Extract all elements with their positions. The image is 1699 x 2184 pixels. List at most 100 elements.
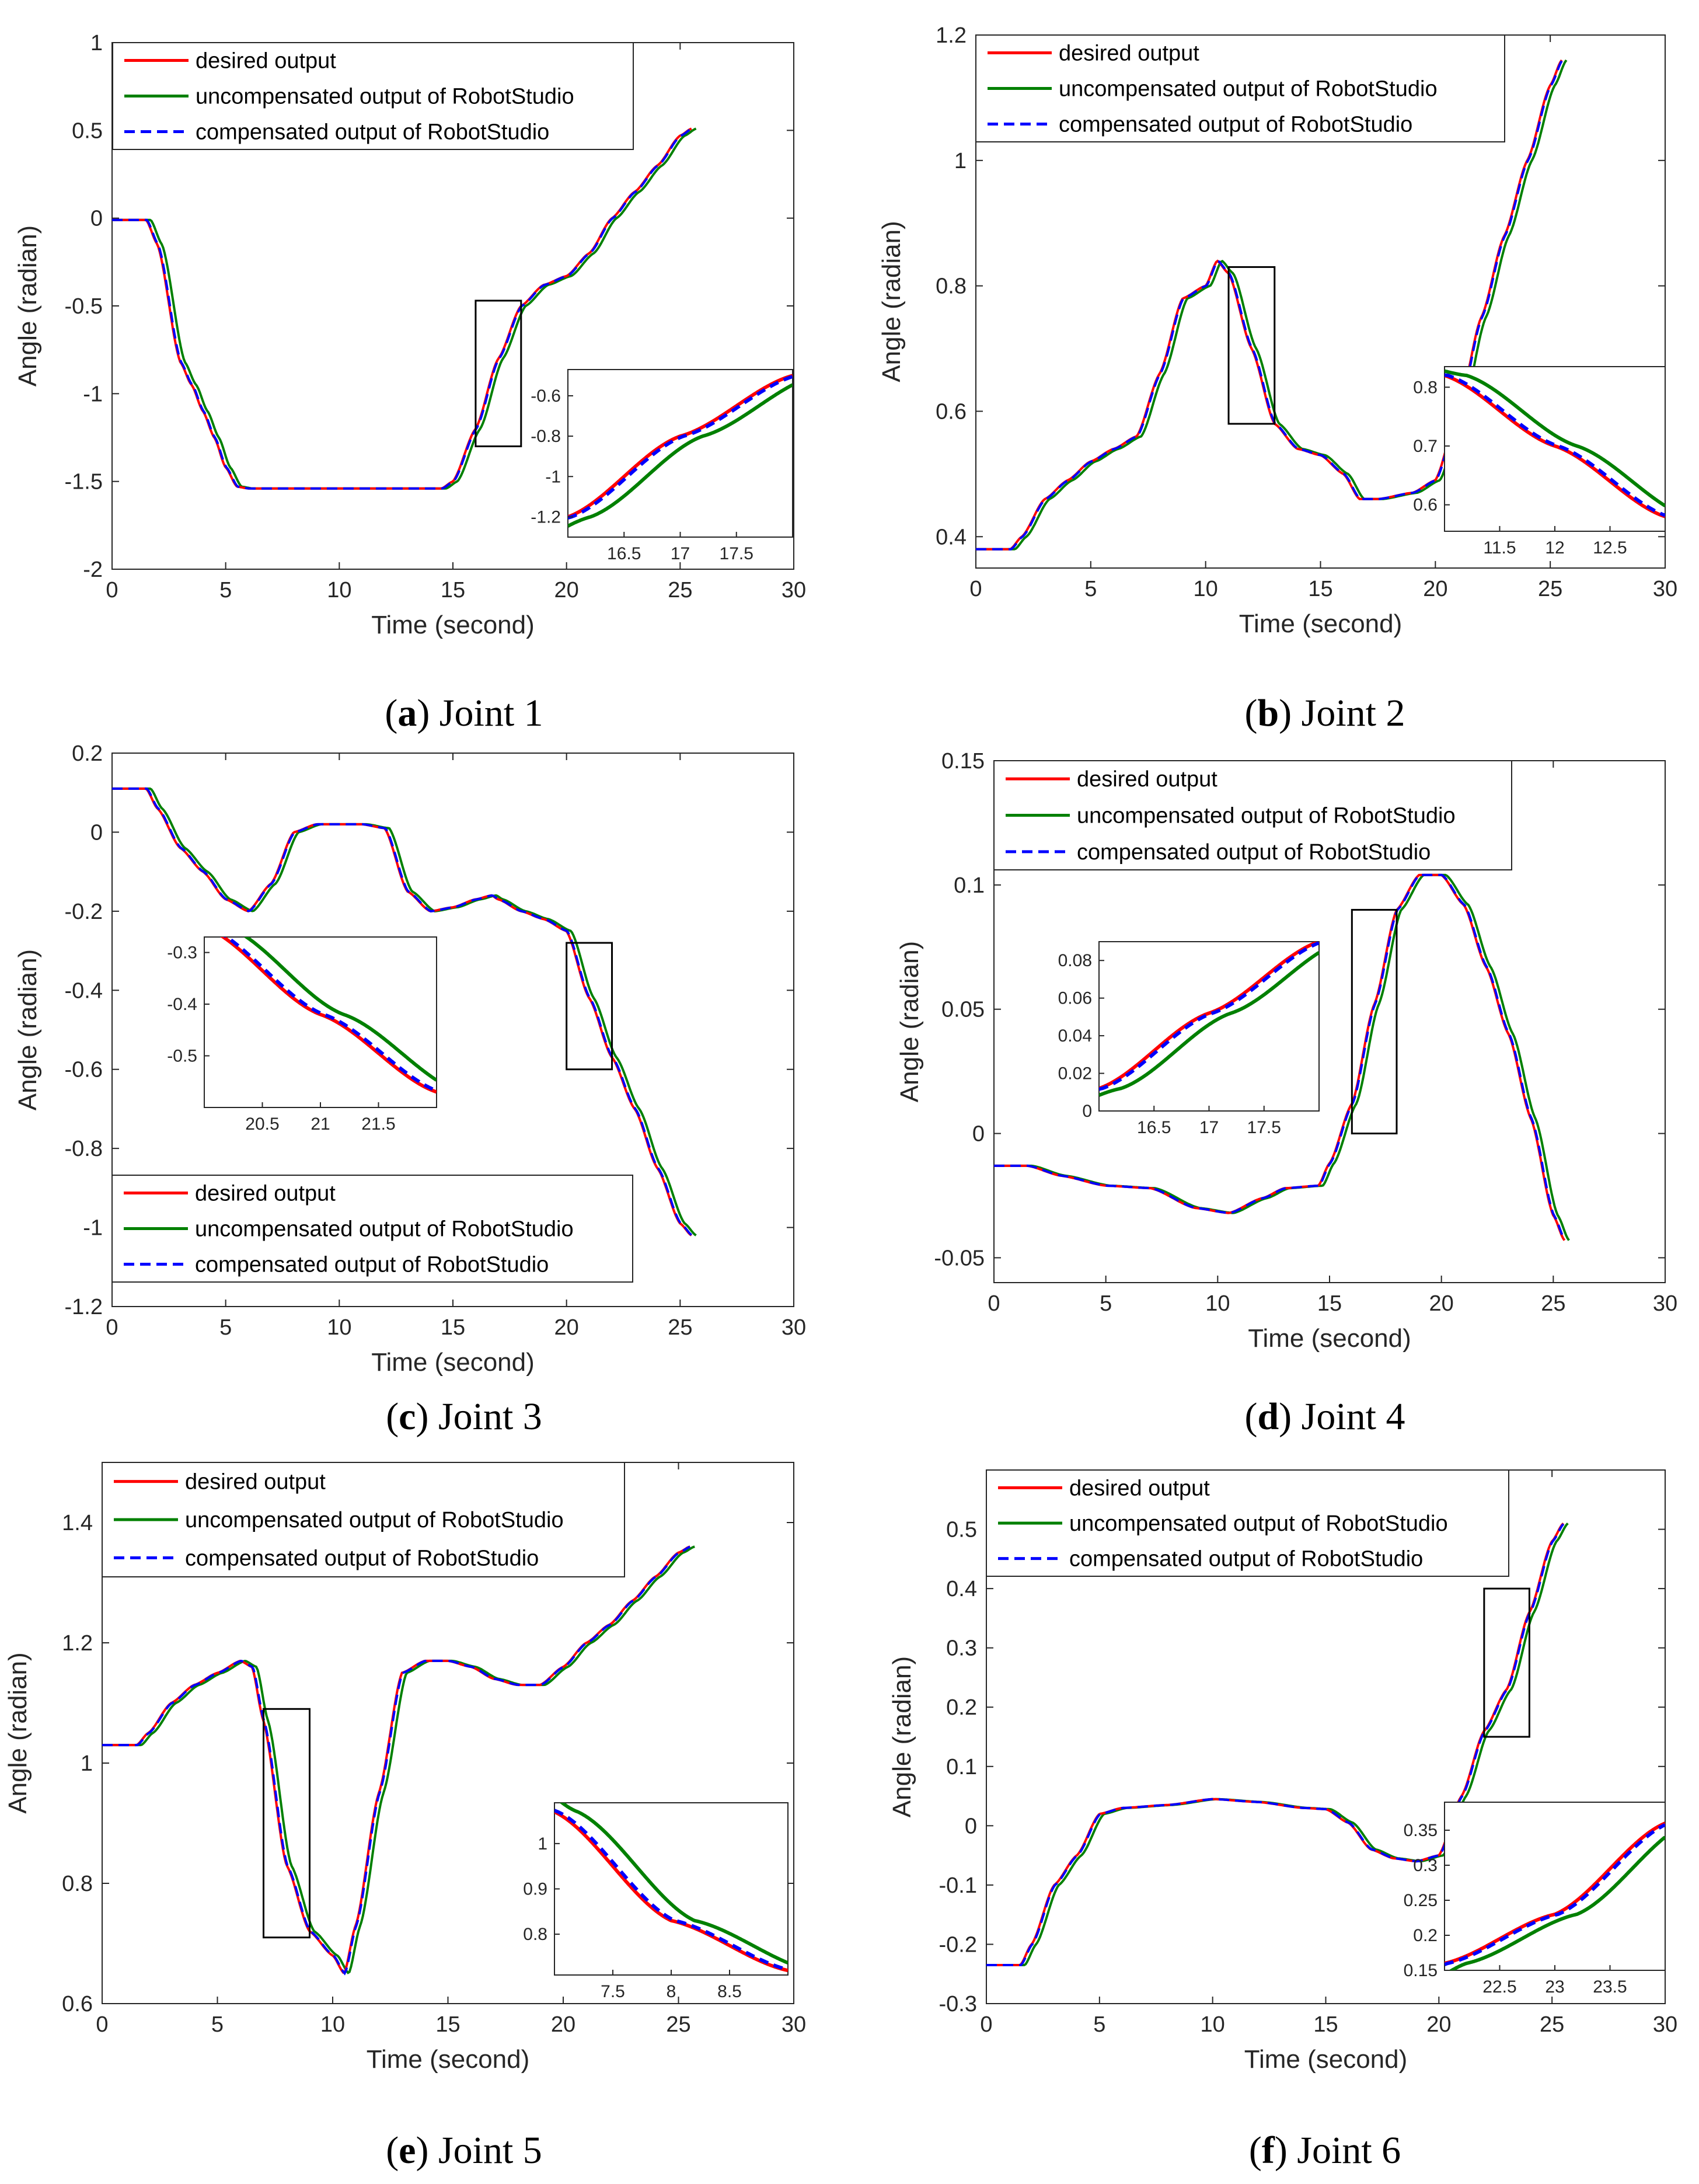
x-tick-label: 30 (782, 578, 806, 602)
inset-y-tick-label: 0.25 (1404, 1891, 1438, 1910)
inset-x-tick-label: 17 (1199, 1118, 1219, 1137)
inset-plot: 7.5 8 8.5 0.8 0.9 1 (523, 1802, 789, 2001)
inset-series-group (1445, 369, 1665, 518)
inset-x-tick-label: 17.5 (1247, 1118, 1281, 1137)
y-tick-label: 0.4 (936, 525, 967, 549)
series-group (112, 127, 697, 490)
inset-y-tick-label: -1.2 (531, 507, 561, 527)
legend-label-uncompensated: uncompensated output of RobotStudio (1059, 77, 1438, 102)
x-tick-label: 20 (1423, 577, 1447, 601)
y-tick-label: 1.2 (936, 23, 967, 48)
x-axis-label: Time (second) (371, 611, 535, 639)
inset-y-tick-label: 0.2 (1413, 1926, 1438, 1945)
caption-paren-close: ) (417, 692, 439, 734)
inset-y-tick-label: -0.6 (531, 386, 561, 406)
caption-letter: f (1262, 2129, 1275, 2172)
y-tick-label: -0.8 (65, 1137, 103, 1161)
legend: desired output uncompensated output of Ro… (986, 1469, 1509, 1577)
legend-label-uncompensated: uncompensated output of RobotStudio (1077, 804, 1456, 828)
y-tick-label: -0.2 (939, 1932, 977, 1957)
legend-box (112, 42, 634, 150)
legend: desired output uncompensated output of Ro… (993, 760, 1512, 870)
y-axis-label: Angle (radian) (13, 225, 42, 386)
inset-frame (1444, 1802, 1666, 1971)
inset-y-tick-label: 0.06 (1058, 989, 1092, 1008)
y-tick-label: 0.2 (72, 741, 103, 766)
inset-y-tick-label: 0.35 (1404, 1821, 1438, 1840)
y-tick-label: 0.5 (946, 1518, 977, 1542)
inset-y-tick-label: 0.8 (1413, 378, 1438, 397)
series-group (112, 787, 697, 1236)
legend-label-uncompensated: uncompensated output of RobotStudio (195, 1217, 574, 1242)
legend-label-compensated: compensated output of RobotStudio (196, 120, 549, 145)
y-tick-label: 0.4 (946, 1577, 977, 1601)
x-axis-label: Time (second) (367, 2045, 530, 2074)
subplot-f: 0 5 10 15 20 25 30 -0.3 -0.2 -0.1 0 0.1 0.2 0.3 0.4 0.5… (888, 1469, 1677, 2172)
y-tick-label: 0.3 (946, 1636, 977, 1661)
x-tick-label: 0 (106, 1315, 118, 1340)
x-tick-label: 5 (219, 1315, 232, 1340)
x-axis-label: Time (second) (1248, 1324, 1411, 1353)
y-tick-label: 1.2 (62, 1631, 93, 1656)
inset-x-tick-label: 12 (1545, 538, 1564, 558)
inset-plot: 16.5 17 17.5 -1.2 -1 -0.8 -0.6 (531, 369, 793, 563)
y-tick-label: 0 (90, 207, 103, 231)
inset-y-tick-label: -0.5 (167, 1047, 197, 1066)
caption-paren-close: ) (1275, 2129, 1297, 2172)
legend-box (975, 34, 1505, 142)
x-tick-label: 25 (1540, 2012, 1564, 2037)
x-tick-label: 0 (980, 2012, 992, 2037)
legend: desired output uncompensated output of Ro… (112, 42, 634, 150)
inset-plot: 16.5 17 17.5 0 0.02 0.04 0.06 0.08 (1058, 941, 1320, 1137)
caption-letter: e (399, 2129, 416, 2172)
caption-joint: Joint 2 (1302, 692, 1405, 734)
caption-joint: Joint 4 (1302, 1395, 1405, 1438)
y-axis-label: Angle (radian) (888, 1656, 916, 1817)
inset-x-tick-label: 17.5 (720, 544, 753, 563)
x-tick-label: 5 (219, 578, 232, 602)
inset-series-compensated-line (1445, 373, 1665, 517)
x-tick-label: 10 (320, 2012, 345, 2037)
zoom-box (1483, 1587, 1530, 1738)
y-tick-label: 0.8 (936, 274, 967, 299)
legend-label-uncompensated: uncompensated output of RobotStudio (185, 1508, 564, 1532)
y-tick-label: 1 (954, 149, 967, 173)
caption-paren-open: ( (386, 2129, 399, 2172)
caption-paren-open: ( (1249, 2129, 1262, 2172)
x-tick-label: 20 (554, 1315, 579, 1340)
x-tick-label: 30 (1653, 1291, 1677, 1316)
inset-y-tick-label: 0.8 (523, 1925, 547, 1944)
y-tick-label: 0.1 (946, 1755, 977, 1779)
caption-paren-open: ( (1244, 1395, 1257, 1438)
subplot-caption: (d) Joint 4 (1244, 1395, 1405, 1438)
subplot-c: 0 5 10 15 20 25 30 -1.2 -1 -0.8 -0.6 -0.4 -0.2 0 0.2 Ti… (13, 741, 806, 1438)
inset-y-tick-label: -0.4 (167, 995, 197, 1014)
inset-y-tick-label: -1 (545, 467, 561, 486)
inset-series-uncompensated-line (1448, 1835, 1665, 1970)
subplot-b: 0 5 10 15 20 25 30 0.4 0.6 0.8 1 1.2 Time (second) An… (877, 23, 1677, 734)
caption-letter: a (397, 692, 417, 734)
legend-box (986, 1469, 1509, 1577)
inset-series-uncompensated-line (1099, 951, 1319, 1097)
caption-letter: d (1257, 1395, 1279, 1438)
inset-series-group (554, 1803, 788, 1973)
inset-x-tick-label: 12.5 (1593, 538, 1627, 558)
x-tick-label: 10 (1201, 2012, 1225, 2037)
x-tick-label: 10 (327, 578, 351, 602)
x-tick-label: 15 (441, 578, 465, 602)
subplot-a: 0 5 10 15 20 25 30 -2 -1.5 -1 -0.5 0 0.5 1 Time (secon… (13, 31, 806, 734)
caption-joint: Joint 3 (438, 1395, 542, 1438)
x-tick-label: 30 (782, 1315, 806, 1340)
y-tick-label: -1.5 (65, 470, 103, 494)
inset-x-tick-label: 17 (671, 544, 690, 563)
x-tick-label: 20 (551, 2012, 575, 2037)
caption-paren-close: ) (1279, 692, 1301, 734)
legend-label-compensated: compensated output of RobotStudio (1069, 1547, 1423, 1572)
x-tick-label: 10 (327, 1315, 351, 1340)
legend-label-desired: desired output (1059, 41, 1199, 66)
inset-x-tick-label: 11.5 (1483, 538, 1516, 558)
inset-x-tick-label: 23.5 (1593, 1977, 1627, 1997)
inset-x-tick-label: 23 (1545, 1977, 1564, 1997)
zoom-box (475, 299, 522, 448)
legend-label-desired: desired output (1069, 1476, 1210, 1500)
